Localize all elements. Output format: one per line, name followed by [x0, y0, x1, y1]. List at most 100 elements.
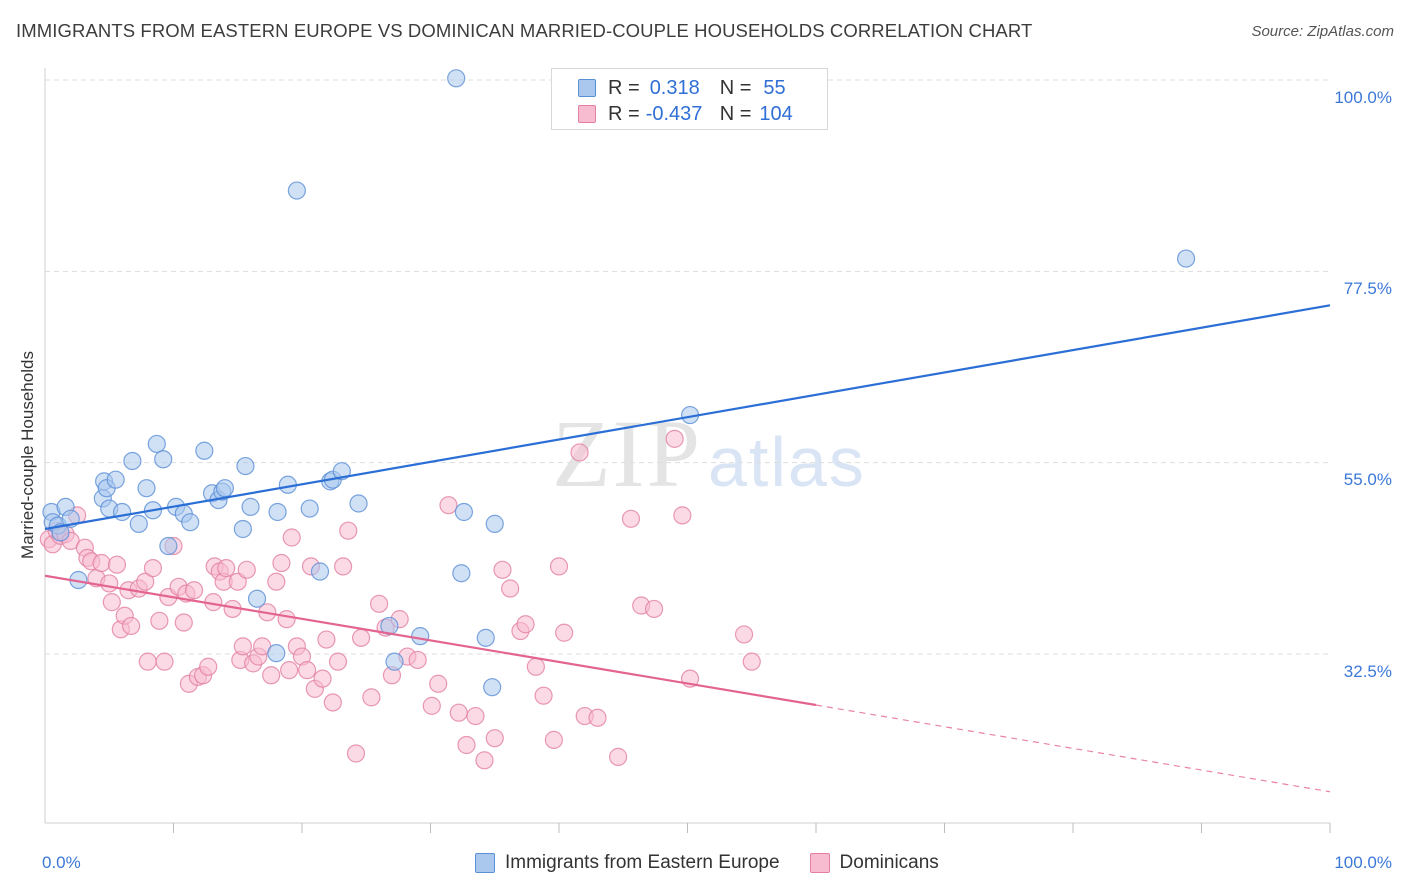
legend-item-eastern-europe[interactable]: Immigrants from Eastern Europe: [475, 852, 780, 874]
dominican-point: [100, 574, 119, 593]
eastern-europe-point: [123, 451, 142, 471]
dominican-point: [673, 506, 692, 525]
eastern-europe-point: [215, 479, 234, 498]
eastern-europe-point: [287, 181, 306, 200]
dominican-point: [323, 693, 342, 712]
eastern-europe-point: [268, 502, 287, 522]
dominican-point: [609, 747, 628, 766]
eastern-europe-point: [454, 502, 474, 522]
dominican-point: [199, 657, 218, 676]
dominican-point: [665, 429, 684, 448]
dominican-point: [544, 730, 563, 749]
dominican-point: [217, 559, 236, 578]
eastern-europe-point: [1176, 249, 1196, 268]
eastern-europe-point: [241, 497, 260, 516]
legend-item-dominicans[interactable]: Dominicans: [809, 852, 939, 874]
eastern-europe-point: [385, 652, 404, 671]
eastern-europe-point: [447, 69, 466, 88]
chart-title: IMMIGRANTS FROM EASTERN EUROPE VS DOMINI…: [16, 20, 1033, 41]
source-credit: Source: ZipAtlas.com: [1251, 23, 1394, 40]
dominican-point: [280, 661, 299, 680]
dominican-point: [549, 557, 569, 576]
r-label: R =: [608, 102, 640, 125]
dominican-point: [237, 560, 256, 579]
dominican-point: [155, 652, 174, 671]
eastern-europe-point: [233, 519, 252, 539]
dominican-point: [439, 496, 458, 515]
legend-row-eastern-europe: R = 0.318 N = 55: [578, 76, 786, 100]
y-axis-title: Married-couple Households: [18, 351, 37, 559]
dominican-point: [457, 735, 476, 755]
eastern-europe-point: [247, 589, 267, 608]
dominican-point: [174, 613, 193, 632]
eastern-europe-point: [137, 479, 156, 498]
dominican-point: [570, 443, 589, 462]
eastern-europe-point: [476, 628, 495, 647]
dominican-point: [136, 572, 155, 591]
x-tick-label-max: 100.0%: [1334, 853, 1392, 872]
pink-swatch: [809, 853, 830, 873]
dominican-point: [107, 555, 127, 574]
dominican-point: [555, 623, 574, 642]
eastern-europe-point: [267, 644, 286, 663]
dominican-point: [334, 557, 353, 576]
correlation-legend: R = 0.318 N = 55 R = -0.437 N = 104: [551, 68, 828, 130]
n-label: N =: [719, 102, 752, 125]
r-label: R =: [608, 76, 640, 99]
blue-swatch: [578, 79, 596, 97]
dominican-point: [475, 751, 494, 770]
dominican-point: [233, 637, 252, 656]
dominican-point: [143, 559, 163, 578]
dominican-point: [644, 599, 664, 619]
dominican-point: [734, 625, 754, 644]
eastern-europe-point: [452, 564, 471, 583]
legend-item-label: Dominicans: [839, 852, 939, 873]
eastern-europe-point: [485, 514, 504, 533]
eastern-europe-point: [106, 470, 125, 489]
eastern-europe-point: [332, 462, 351, 481]
eastern-europe-point: [195, 441, 214, 460]
n-value: 104: [759, 102, 793, 125]
dominican-point: [150, 611, 169, 630]
eastern-europe-point: [112, 502, 132, 522]
eastern-europe-point: [129, 514, 148, 533]
eastern-europe-point: [411, 627, 430, 646]
n-value: 55: [763, 76, 786, 99]
dominican-point: [346, 744, 366, 763]
r-value: -0.437: [645, 102, 703, 125]
dominican-point: [272, 553, 291, 573]
dominican-point: [742, 652, 761, 671]
dominican-point: [534, 686, 553, 705]
dominican-point: [262, 666, 281, 685]
y-tick-label: 100.0%: [1334, 88, 1392, 107]
dominican-point: [121, 616, 141, 636]
eastern-europe-point: [300, 499, 319, 518]
dominican-point: [370, 594, 389, 613]
dominican-point: [501, 579, 520, 598]
dominican-point: [102, 593, 121, 612]
blue-swatch: [475, 853, 495, 873]
dominican-point: [621, 509, 641, 528]
dominican-point: [588, 708, 607, 727]
eastern-europe-point: [147, 434, 166, 454]
legend-row-dominicans: R = -0.437 N = 104: [578, 102, 793, 126]
dominican-point: [352, 628, 371, 647]
pink-swatch: [578, 105, 596, 123]
dominican-point: [429, 674, 448, 693]
dominican-point: [328, 652, 348, 671]
dominican-point: [298, 661, 317, 680]
x-tick-label-min: 0.0%: [42, 853, 81, 872]
series-legend: Immigrants from Eastern Europe Dominican…: [475, 852, 969, 874]
dominican-point: [267, 572, 286, 591]
dominican-point: [466, 706, 485, 726]
dominican-point: [449, 703, 468, 722]
y-tick-label: 77.5%: [1343, 279, 1392, 298]
eastern-europe-point: [159, 536, 178, 556]
eastern-europe-point: [483, 678, 502, 697]
dominican-trend-extension: [815, 704, 1331, 793]
dominican-point: [277, 610, 296, 629]
y-tick-label: 55.0%: [1343, 470, 1392, 489]
dominican-point: [408, 650, 427, 670]
eastern-europe-trend-line: [44, 304, 1331, 531]
